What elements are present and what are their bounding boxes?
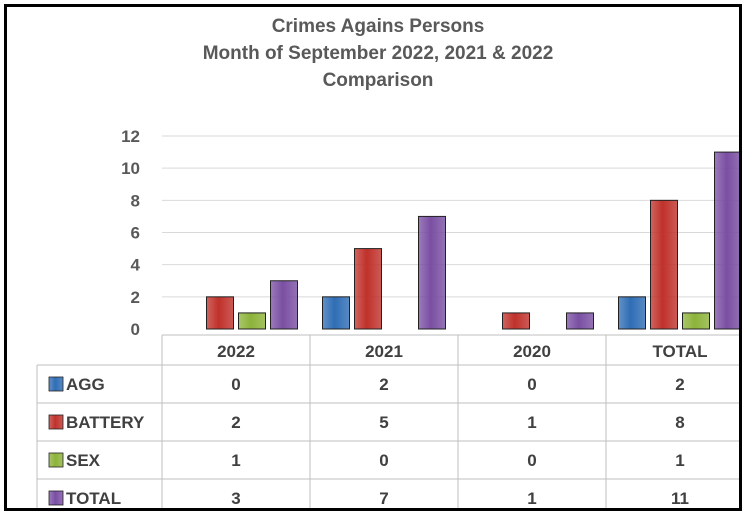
series-label: AGG [66, 375, 105, 394]
table-cell-value: 2 [231, 413, 240, 432]
y-tick-label: 8 [131, 191, 140, 210]
table-cell-value: 1 [527, 489, 536, 508]
title-line-2: Month of September 2022, 2021 & 2022 [203, 43, 554, 64]
bar-total-total [714, 151, 739, 330]
table-cell-value: 0 [379, 451, 388, 470]
data-table: 2022 2021 2020 TOTAL AGG 0 2 0 2 BATTERY 2 5 1 8 SEX 1 0… [36, 334, 739, 508]
category-label: 2021 [365, 342, 403, 361]
title-line-1: Crimes Agains Persons [272, 16, 485, 37]
table-cell-value: 7 [379, 489, 388, 508]
chart-title: Crimes Agains Persons Month of September… [203, 16, 554, 91]
bar-agg-2021 [322, 296, 350, 330]
bar-battery-2021 [354, 248, 382, 330]
bar-battery-2022 [206, 296, 234, 330]
y-axis-ticks: 0 2 4 6 8 10 12 [121, 127, 140, 339]
bar-sex-total [682, 312, 710, 330]
table-cell-value: 0 [231, 375, 240, 394]
table-cell-value: 0 [527, 375, 536, 394]
table-cell-value: 2 [675, 375, 684, 394]
series-label: SEX [66, 451, 101, 470]
y-tick-label: 4 [131, 256, 141, 275]
table-cell-value: 2 [379, 375, 388, 394]
y-tick-label: 2 [131, 288, 140, 307]
category-label: 2020 [513, 342, 551, 361]
table-cell-value: 1 [527, 413, 536, 432]
table-cell-value: 8 [675, 413, 684, 432]
y-tick-label: 10 [121, 159, 140, 178]
y-tick-label: 12 [121, 127, 140, 146]
bar-sex-2022 [238, 312, 266, 330]
table-cell-value: 5 [379, 413, 388, 432]
legend-key-sex [48, 452, 64, 468]
table-cell-value: 1 [675, 451, 684, 470]
table-cell-value: 1 [231, 451, 240, 470]
chart-frame: Crimes Agains Persons Month of September… [4, 4, 742, 511]
bar-total-2022 [270, 280, 298, 330]
series-label: BATTERY [66, 413, 145, 432]
title-line-3: Comparison [323, 70, 434, 91]
gridlines [162, 135, 739, 298]
bar-battery-total [650, 199, 678, 330]
legend-key-battery [48, 414, 64, 430]
table-cell-value: 0 [527, 451, 536, 470]
category-label: TOTAL [652, 342, 707, 361]
y-tick-label: 0 [131, 320, 140, 339]
table-cell-value: 3 [231, 489, 240, 508]
bar-agg-total [618, 296, 646, 330]
bar-battery-2020 [502, 312, 530, 330]
table-cell-value: 11 [671, 489, 689, 508]
legend-key-total [48, 490, 64, 506]
legend-key-agg [48, 376, 64, 392]
bars [206, 151, 739, 330]
chart-svg: Crimes Agains Persons Month of September… [36, 16, 739, 508]
series-label: TOTAL [66, 489, 121, 508]
category-label: 2022 [217, 342, 255, 361]
bar-total-2021 [418, 215, 446, 330]
bar-total-2020 [566, 312, 594, 330]
y-tick-label: 6 [131, 224, 140, 243]
